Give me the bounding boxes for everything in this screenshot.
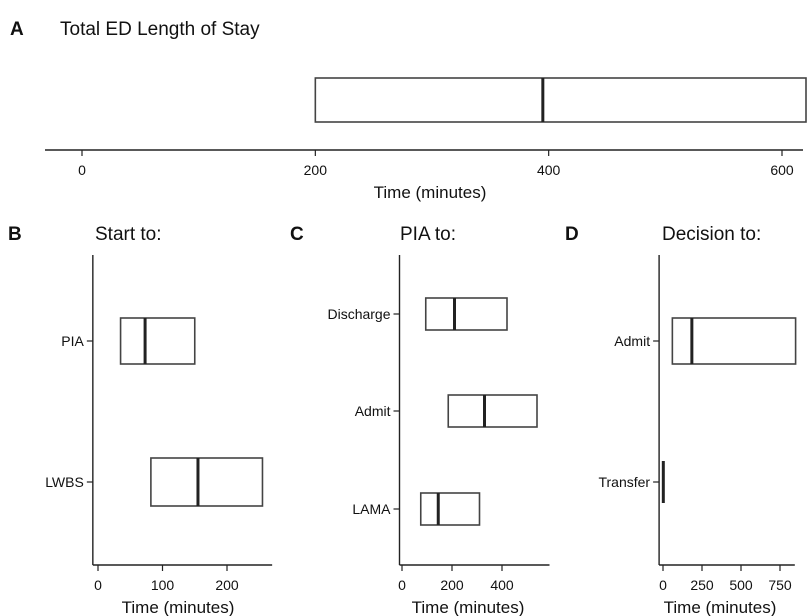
- panel-b-x-tick-label: 200: [215, 577, 239, 593]
- panel-d-title: Decision to:: [662, 224, 761, 245]
- panel-a-x-tick-label: 600: [770, 162, 794, 178]
- panel-b-letter: B: [8, 224, 22, 245]
- panel-c-box-discharge: [424, 297, 508, 331]
- panel-c-box-lama: [419, 492, 481, 526]
- panel-d-x-tick-label: 0: [659, 577, 667, 593]
- panel-c-x-axis-title: Time (minutes): [412, 598, 525, 616]
- panel-c-box-admit: [447, 394, 538, 428]
- panel-c-category-label: Discharge: [327, 306, 390, 322]
- panel-a-box-total: [314, 77, 807, 123]
- panel-c-category-label: Admit: [355, 403, 391, 419]
- panel-b-x-axis-title: Time (minutes): [122, 598, 235, 616]
- panel-a-x-tick-label: 0: [78, 162, 86, 178]
- panel-c-letter: C: [290, 224, 304, 245]
- panel-c-x-tick-label: 200: [440, 577, 464, 593]
- panel-c-x-tick-label: 400: [490, 577, 514, 593]
- panel-b-x-tick-label: 100: [151, 577, 175, 593]
- panel-a-x-axis-title: Time (minutes): [374, 183, 487, 202]
- panel-d-x-axis-title: Time (minutes): [664, 598, 777, 616]
- panel-b-category-label: PIA: [61, 333, 84, 349]
- panel-a-x-tick-label: 400: [537, 162, 561, 178]
- panel-a-x-tick-label: 200: [304, 162, 328, 178]
- panel-c-title: PIA to:: [400, 224, 456, 245]
- panel-d-letter: D: [565, 224, 579, 245]
- panel-a-title: Total ED Length of Stay: [60, 19, 260, 40]
- panel-b-x-tick-label: 0: [94, 577, 102, 593]
- panel-b-title: Start to:: [95, 224, 162, 245]
- panel-d-category-label: Transfer: [598, 474, 650, 490]
- panel-d-x-tick-label: 750: [768, 577, 792, 593]
- panel-d-category-label: Admit: [614, 333, 650, 349]
- panel-c-x-tick-label: 0: [398, 577, 406, 593]
- panel-d-x-tick-label: 500: [729, 577, 753, 593]
- panel-c-category-label: LAMA: [352, 501, 391, 517]
- panel-a-letter: A: [10, 19, 24, 40]
- panel-b-box-pia: [119, 317, 196, 365]
- panel-b-category-label: LWBS: [45, 474, 84, 490]
- panel-b-box-lwbs: [150, 457, 264, 507]
- panel-d-x-tick-label: 250: [690, 577, 714, 593]
